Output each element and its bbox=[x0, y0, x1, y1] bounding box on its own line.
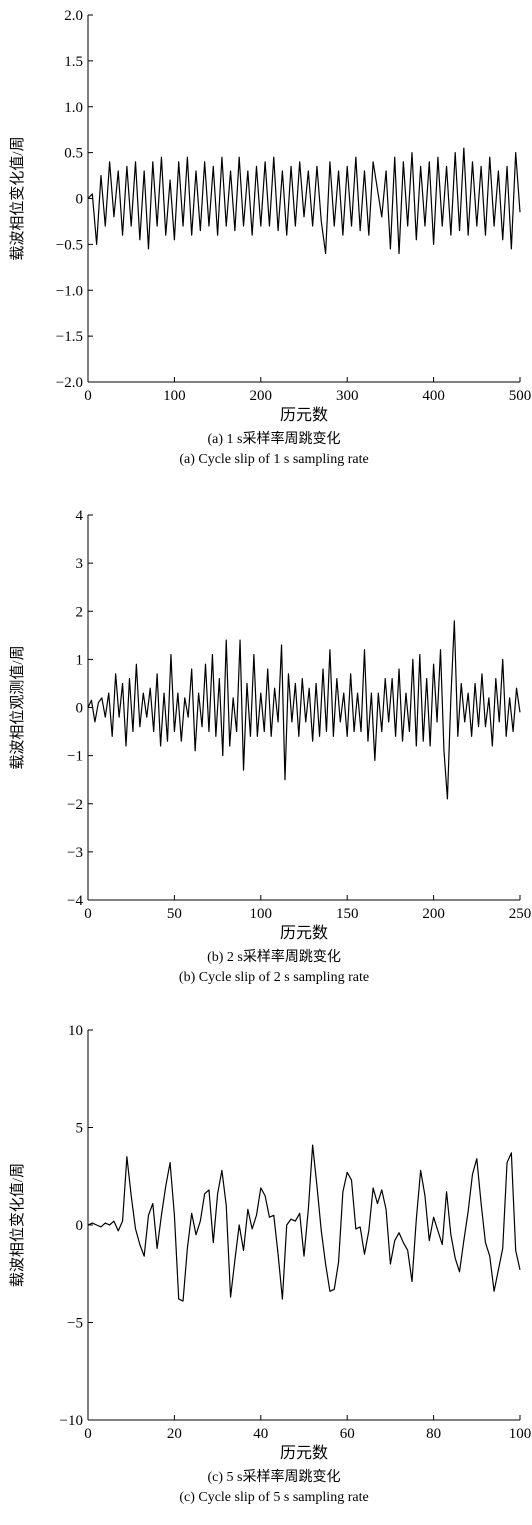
y-tick-label: 10 bbox=[68, 1023, 83, 1039]
caption-en: (a) Cycle slip of 1 s sampling rate bbox=[179, 452, 368, 467]
y-axis-label: 载波相位变化值/周 bbox=[9, 136, 26, 260]
y-tick-label: −1 bbox=[67, 749, 83, 765]
data-line bbox=[87, 147, 521, 255]
y-tick-label: −1.5 bbox=[56, 329, 83, 345]
x-tick-label: 0 bbox=[84, 388, 92, 404]
y-tick-label: −1.0 bbox=[56, 283, 83, 299]
caption-cn: (a) 1 s采样率周跳变化 bbox=[208, 430, 341, 447]
y-tick-label: −3 bbox=[67, 845, 83, 861]
y-tick-label: −0.5 bbox=[56, 237, 83, 253]
y-tick-label: 5 bbox=[76, 1121, 84, 1137]
y-tick-label: −5 bbox=[67, 1316, 83, 1332]
x-tick-label: 60 bbox=[340, 1426, 355, 1442]
caption-cn: (c) 5 s采样率周跳变化 bbox=[208, 1468, 341, 1485]
y-axis-label: 载波相位变化值/周 bbox=[9, 1163, 26, 1287]
y-tick-label: 1.5 bbox=[64, 54, 83, 70]
x-axis-label: 历元数 bbox=[280, 1444, 328, 1462]
x-tick-label: 40 bbox=[253, 1426, 268, 1442]
x-tick-label: 80 bbox=[426, 1426, 441, 1442]
y-tick-label: 1 bbox=[76, 652, 84, 668]
x-tick-label: 100 bbox=[163, 388, 186, 404]
data-line bbox=[87, 1144, 521, 1302]
x-tick-label: 100 bbox=[250, 906, 273, 922]
y-tick-label: −2.0 bbox=[56, 375, 83, 391]
x-tick-label: 0 bbox=[84, 1426, 92, 1442]
y-tick-label: 0 bbox=[76, 1218, 84, 1234]
x-tick-label: 200 bbox=[250, 388, 273, 404]
caption-en: (c) Cycle slip of 5 s sampling rate bbox=[179, 1490, 368, 1505]
y-tick-label: 1.0 bbox=[64, 100, 83, 116]
x-axis-label: 历元数 bbox=[280, 924, 328, 942]
x-tick-label: 200 bbox=[422, 906, 445, 922]
x-tick-label: 50 bbox=[167, 906, 182, 922]
x-tick-label: 250 bbox=[509, 906, 532, 922]
y-axis-label: 载波相位观测值/周 bbox=[9, 645, 26, 769]
y-tick-label: −4 bbox=[67, 893, 83, 909]
x-tick-label: 150 bbox=[336, 906, 359, 922]
x-tick-label: 20 bbox=[167, 1426, 182, 1442]
y-tick-label: 3 bbox=[76, 556, 84, 572]
x-tick-label: 500 bbox=[509, 388, 532, 404]
x-tick-label: 0 bbox=[84, 906, 92, 922]
y-tick-label: 0.5 bbox=[64, 146, 83, 162]
y-tick-label: 2 bbox=[76, 604, 84, 620]
y-tick-label: 0 bbox=[76, 192, 84, 208]
caption-cn: (b) 2 s采样率周跳变化 bbox=[207, 948, 341, 965]
x-tick-label: 100 bbox=[509, 1426, 532, 1442]
y-tick-label: −10 bbox=[60, 1413, 83, 1429]
x-axis-label: 历元数 bbox=[280, 406, 328, 424]
data-line bbox=[87, 620, 521, 800]
y-tick-label: 2.0 bbox=[64, 8, 83, 24]
y-tick-label: 0 bbox=[76, 701, 84, 717]
y-tick-label: 4 bbox=[76, 508, 84, 524]
caption-en: (b) Cycle slip of 2 s sampling rate bbox=[179, 970, 369, 985]
x-tick-label: 300 bbox=[336, 388, 359, 404]
y-tick-label: −2 bbox=[67, 797, 83, 813]
x-tick-label: 400 bbox=[422, 388, 445, 404]
